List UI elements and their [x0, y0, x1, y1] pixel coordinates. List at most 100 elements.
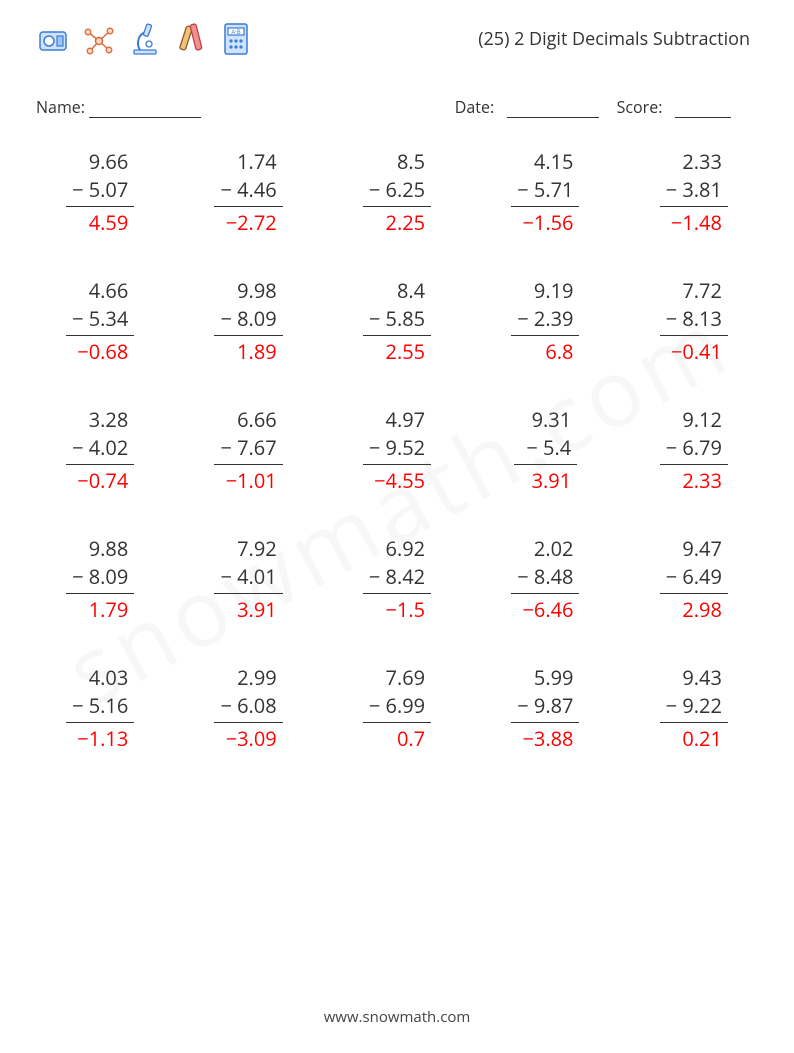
answer: −3.09: [214, 723, 282, 753]
score-label: Score:: [617, 96, 663, 118]
problem-10: 7.72− 8.13−0.41: [630, 277, 758, 366]
subtrahend: − 5.16: [66, 692, 134, 723]
subtrahend: − 5.34: [66, 305, 134, 336]
minuend: 4.15: [511, 148, 579, 176]
name-label: Name:: [36, 96, 85, 118]
minuend: 4.66: [66, 277, 134, 305]
problem-19: 2.02− 8.48−6.46: [481, 535, 609, 624]
problem-22: 2.99− 6.08−3.09: [184, 664, 312, 753]
problem-5: 2.33− 3.81−1.48: [630, 148, 758, 237]
problem-8: 8.4− 5.852.55: [333, 277, 461, 366]
problem-17: 7.92− 4.013.91: [184, 535, 312, 624]
minuend: 8.4: [363, 277, 431, 305]
minuend: 9.98: [214, 277, 282, 305]
answer: −0.68: [66, 336, 134, 366]
minuend: 9.88: [66, 535, 134, 563]
answer: −1.48: [660, 207, 728, 237]
subtrahend: − 5.07: [66, 176, 134, 207]
problem-12: 6.66− 7.67−1.01: [184, 406, 312, 495]
minuend: 5.99: [511, 664, 579, 692]
problem-23: 7.69− 6.990.7: [333, 664, 461, 753]
subtrahend: − 9.87: [511, 692, 579, 723]
answer: 1.79: [66, 594, 134, 624]
subtrahend: − 6.49: [660, 563, 728, 594]
problem-18: 6.92− 8.42−1.5: [333, 535, 461, 624]
problem-3: 8.5− 6.252.25: [333, 148, 461, 237]
molecule-icon: [82, 24, 116, 58]
footer-url: www.snowmath.com: [0, 1007, 794, 1027]
problem-9: 9.19− 2.396.8: [481, 277, 609, 366]
minuend: 9.31: [514, 406, 578, 434]
minuend: 9.43: [660, 664, 728, 692]
answer: −6.46: [511, 594, 579, 624]
minuend: 6.92: [363, 535, 431, 563]
answer: −0.74: [66, 465, 134, 495]
problem-21: 4.03− 5.16−1.13: [36, 664, 164, 753]
answer: −0.41: [660, 336, 728, 366]
problem-1: 9.66− 5.074.59: [36, 148, 164, 237]
answer: 2.98: [660, 594, 728, 624]
info-row: Name: Date: Score:: [36, 96, 758, 118]
svg-text:A·B: A·B: [231, 28, 240, 36]
problem-20: 9.47− 6.492.98: [630, 535, 758, 624]
subtrahend: − 6.99: [363, 692, 431, 723]
problem-13: 4.97− 9.52−4.55: [333, 406, 461, 495]
problem-2: 1.74− 4.46−2.72: [184, 148, 312, 237]
minuend: 9.19: [511, 277, 579, 305]
date-blank[interactable]: [507, 102, 599, 118]
subtrahend: − 4.02: [66, 434, 134, 465]
subtrahend: − 3.81: [660, 176, 728, 207]
answer: 3.91: [514, 465, 578, 495]
problem-25: 9.43− 9.220.21: [630, 664, 758, 753]
minuend: 4.03: [66, 664, 134, 692]
answer: 0.7: [363, 723, 431, 753]
answer: 2.25: [363, 207, 431, 237]
problem-16: 9.88− 8.091.79: [36, 535, 164, 624]
minuend: 2.02: [511, 535, 579, 563]
minuend: 7.72: [660, 277, 728, 305]
problem-24: 5.99− 9.87−3.88: [481, 664, 609, 753]
date-label: Date:: [455, 96, 494, 118]
subtrahend: − 9.22: [660, 692, 728, 723]
subtrahend: − 2.39: [511, 305, 579, 336]
problem-4: 4.15− 5.71−1.56: [481, 148, 609, 237]
subtrahend: − 8.13: [660, 305, 728, 336]
subtrahend: − 4.46: [214, 176, 282, 207]
score-blank[interactable]: [675, 102, 731, 118]
name-blank[interactable]: [89, 102, 201, 118]
answer: 2.55: [363, 336, 431, 366]
pencils-icon: [174, 20, 208, 58]
subtrahend: − 5.71: [511, 176, 579, 207]
minuend: 7.92: [214, 535, 282, 563]
minuend: 2.33: [660, 148, 728, 176]
answer: −1.56: [511, 207, 579, 237]
sharpener-icon: [36, 24, 70, 58]
problem-6: 4.66− 5.34−0.68: [36, 277, 164, 366]
minuend: 9.12: [660, 406, 728, 434]
problem-15: 9.12− 6.792.33: [630, 406, 758, 495]
answer: 3.91: [214, 594, 282, 624]
subtrahend: − 5.85: [363, 305, 431, 336]
answer: 1.89: [214, 336, 282, 366]
header-row: A·B (25) 2 Digit Decimals Subtraction: [36, 16, 758, 62]
subtrahend: − 9.52: [363, 434, 431, 465]
subtrahend: − 6.79: [660, 434, 728, 465]
answer: 0.21: [660, 723, 728, 753]
minuend: 1.74: [214, 148, 282, 176]
answer: 4.59: [66, 207, 134, 237]
problem-11: 3.28− 4.02−0.74: [36, 406, 164, 495]
answer: −4.55: [363, 465, 431, 495]
subtrahend: − 6.25: [363, 176, 431, 207]
minuend: 4.97: [363, 406, 431, 434]
subtrahend: − 8.42: [363, 563, 431, 594]
subtrahend: − 7.67: [214, 434, 282, 465]
problems-grid: 9.66− 5.074.591.74− 4.46−2.728.5− 6.252.…: [36, 148, 758, 753]
answer: −1.01: [214, 465, 282, 495]
answer: −1.13: [66, 723, 134, 753]
minuend: 9.47: [660, 535, 728, 563]
worksheet-title: (25) 2 Digit Decimals Subtraction: [252, 27, 758, 51]
minuend: 6.66: [214, 406, 282, 434]
minuend: 3.28: [66, 406, 134, 434]
answer: 6.8: [511, 336, 579, 366]
minuend: 8.5: [363, 148, 431, 176]
